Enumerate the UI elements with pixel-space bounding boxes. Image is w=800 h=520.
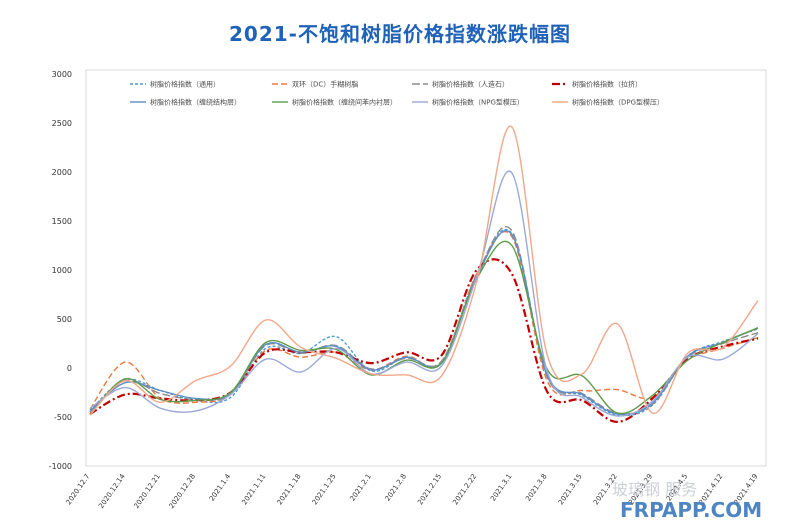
chart-title: 2021-不饱和树脂价格指数涨跌幅图 [229, 22, 571, 46]
y-tick-label: 2000 [52, 168, 72, 177]
series-line [89, 226, 759, 415]
series-line [89, 230, 759, 416]
x-tick-label: 2020.12.21 [132, 473, 162, 510]
watermark: 玻璃钢 服务 FRPAPP.COM [612, 480, 762, 520]
x-tick-label: 2021.1.4 [208, 472, 233, 503]
legend-label: 树脂价格指数（NPG型模压） [432, 98, 524, 107]
x-tick-label: 2021.1.11 [240, 473, 267, 507]
y-tick-label: 3000 [52, 70, 72, 79]
legend-label: 树脂价格指数（通用） [150, 80, 220, 89]
y-tick-label: -1000 [49, 462, 72, 471]
series-line [89, 231, 759, 410]
y-tick-label: -500 [54, 413, 72, 422]
legend: 树脂价格指数（通用） 双环（DC）手糊树脂 树脂价格指数（人造石） 树脂价格指数（拉挤… [130, 80, 664, 107]
y-axis: -1000 -500 0 500 1000 1500 2000 2500 3000 [49, 70, 72, 471]
y-tick-label: 500 [57, 315, 72, 324]
y-tick-label: 0 [67, 364, 72, 373]
y-tick-label: 2500 [52, 119, 72, 128]
x-tick-label: 2021.3.15 [557, 473, 584, 507]
x-tick-label: 2021.1.18 [276, 473, 303, 507]
legend-label: 双环（DC）手糊树脂 [292, 80, 358, 89]
y-tick-label: 1000 [52, 266, 72, 275]
y-tick-label: 1500 [52, 217, 72, 226]
series-line [89, 228, 759, 417]
legend-label: 树脂价格指数（拉挤） [572, 80, 642, 89]
x-tick-label: 2021.3.8 [524, 473, 548, 503]
x-tick-label: 2021.2.22 [451, 473, 478, 507]
x-tick-label: 2021.2.15 [416, 473, 443, 507]
legend-label: 树脂价格指数（DPG型模压） [572, 98, 664, 107]
series-line [89, 125, 759, 416]
watermark-cn: 玻璃钢 服务 [612, 480, 697, 499]
series-line [89, 170, 759, 417]
x-tick-label: 2021.3.1 [489, 473, 513, 503]
x-tick-label: 2020.12.14 [97, 472, 127, 510]
legend-label: 树脂价格指数（人造石） [432, 80, 509, 89]
legend-label: 树脂价格指数（缠绕结构层） [150, 98, 241, 107]
x-tick-label: 2021.2.8 [384, 473, 408, 503]
x-tick-label: 2021.2.1 [348, 473, 372, 503]
series-lines [89, 125, 759, 424]
x-tick-label: 2020.12.28 [168, 473, 198, 510]
x-tick-label: 2020.12.7 [65, 473, 92, 507]
x-tick-label: 2021.1.25 [311, 473, 338, 507]
legend-label: 树脂价格指数（缠绕间苯内衬层） [292, 98, 397, 107]
plot-area [85, 69, 767, 467]
watermark-en: FRPAPP.COM [620, 498, 762, 520]
series-line [89, 240, 759, 416]
